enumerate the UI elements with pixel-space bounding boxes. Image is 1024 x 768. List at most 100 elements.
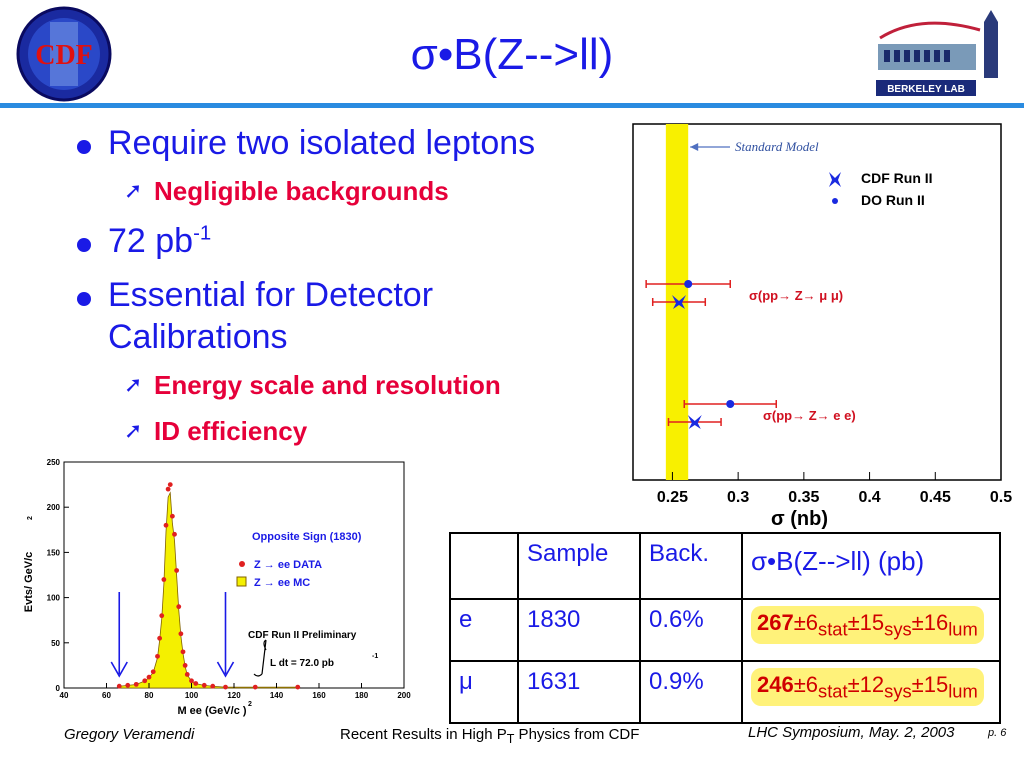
cdf-point [672,295,686,309]
mass-y-label: Evts/ GeV/c [23,552,35,613]
data-point [178,631,184,637]
row-result: 267±6stat±15sys±16lum [741,598,1001,662]
x-tick-label: 160 [312,691,326,700]
y-tick-label: 250 [47,458,61,467]
data-point [155,653,160,659]
y-tick-label: 0 [56,684,61,693]
data-point [174,568,180,573]
data-point [201,682,207,688]
data-point [252,684,258,690]
d0-point [684,280,693,288]
bullet-3-line1: Essential for Detector [108,276,434,314]
arrow-icon: ➚ [124,418,143,443]
result-highlight: 267±6stat±15sys±16lum [751,606,984,645]
x-tick-label: 80 [145,691,154,700]
lumi-label: L dt = 72.0 pb [270,658,334,669]
data-point [161,577,167,582]
result-highlight: 246±6stat±12sys±15lum [751,668,984,707]
x-tick-label: 0.3 [727,489,749,506]
slide-title: σ•B(Z-->ll) [410,30,614,79]
result-lum: 15 [923,672,949,697]
x-tick-label: 0.5 [990,489,1012,506]
footer-talk-tail: Physics from CDF [514,726,640,743]
sub-bullet-2: Energy scale and resolution [154,370,501,400]
row-result: 246±6stat±12sys±15lum [741,660,1001,724]
integral-sign [253,639,267,677]
data-point [184,672,190,677]
cdf-point [687,415,702,429]
footer-talk-sub: T [506,732,515,746]
cut-arrow-head [216,661,235,678]
result-stat: 6 [805,672,819,697]
y-tick-label: 150 [47,548,61,557]
mass-legend-data: Z → ee DATA [254,559,322,571]
x-tick-label: 0.35 [788,489,819,506]
result-value: 267 [757,610,794,635]
bullet-3-line2: Calibrations [108,318,288,356]
legend-d0: DO Run II [861,192,925,208]
data-point [165,486,171,492]
data-point [159,613,165,619]
header-cell-back: Back. [639,532,743,600]
row-sample: 1830 [517,598,641,662]
data-point [182,663,188,668]
table-header-row: Sample Back. σ•B(Z-->ll) (pb) [449,532,1001,600]
row-label-ee: σ(pp→ Z→ e e) [763,408,856,423]
arrow-icon: ➚ [124,178,143,203]
x-tick-label: 0.4 [858,489,880,506]
cdf-logo: CDF [14,4,114,104]
data-point [163,522,169,528]
data-point [189,678,194,684]
bullet-dot [77,292,91,306]
berkeley-lab-text: BERKELEY LAB [887,84,965,95]
row-label: μ [449,660,519,724]
data-point [223,684,228,690]
y-tick-label: 50 [51,639,60,648]
svg-text:2: 2 [248,701,252,708]
header-cell-sigma: σ•B(Z-->ll) (pb) [741,532,1001,600]
x-axis-label: σ (nb) [771,508,828,530]
x-tick-label: 0.45 [920,489,951,506]
data-point [167,482,173,487]
data-point [210,683,216,689]
x-tick-label: 0.25 [657,489,688,506]
header-cell-empty [449,532,519,600]
x-tick-label: 120 [227,691,241,700]
row-sample: 1631 [517,660,641,724]
d0-point [726,400,735,408]
svg-text:-1: -1 [372,653,378,660]
bullet-2-sup: -1 [193,222,212,245]
bullet-1: Require two isolated leptons [108,124,536,162]
cdf-logo-text: CDF [35,40,93,71]
berkeley-lab-logo: BERKELEY LAB [870,8,1010,100]
title-divider [0,103,1024,108]
cross-section-comparison-plot: 0.25 0.3 0.35 0.4 0.45 0.5 Standard Model CDF… [632,123,1012,530]
footer-author: Gregory Veramendi [64,726,195,743]
data-point [172,531,177,537]
row-back: 0.9% [639,660,743,724]
legend-data-marker [239,561,245,567]
prelim-label: CDF Run II Preliminary [248,630,357,641]
data-point [193,681,199,686]
data-point [169,513,175,519]
standard-model-arrow-head [690,143,699,151]
row-label: e [449,598,519,662]
result-sys: 15 [859,610,885,635]
row-label-mumu: σ(pp→ Z→ μ μ) [749,288,843,303]
legend-mc-marker [236,576,247,587]
data-point [146,674,152,680]
bullet-dot [77,140,91,154]
cut-arrow-head [110,661,128,678]
result-sys: 12 [859,672,885,697]
data-point [125,682,131,688]
data-point [176,604,182,610]
table-row: μ 1631 0.9% 246±6stat±12sys±15lum [449,660,1001,724]
legend-cdf: CDF Run II [861,170,933,186]
footer-talk: Recent Results in High PT Physics from C… [340,726,639,746]
y-tick-label: 100 [47,594,61,603]
bullet-2-text: 72 pb [108,222,194,260]
x-tick-label: 200 [397,691,411,700]
x-tick-label: 140 [270,691,284,700]
standard-model-label: Standard Model [735,139,819,154]
x-tick-label: 100 [185,691,199,700]
